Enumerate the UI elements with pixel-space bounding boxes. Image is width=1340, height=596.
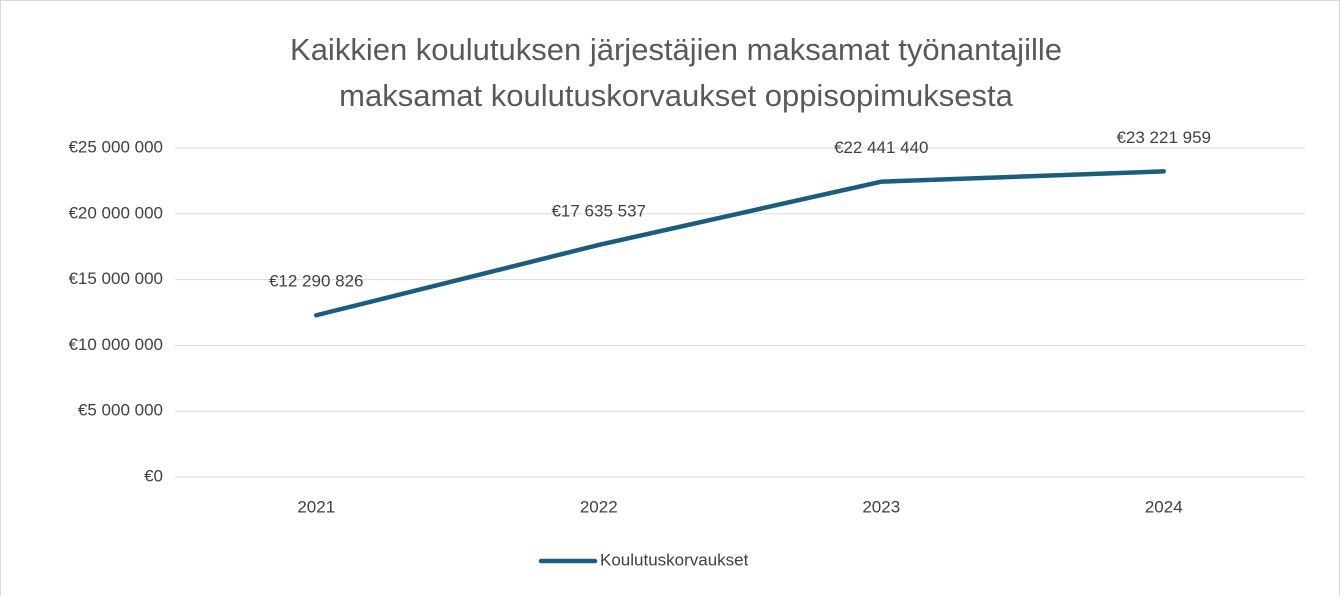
y-tick-label: €0: [144, 466, 163, 485]
data-label: €12 290 826: [269, 272, 364, 291]
y-tick-label: €10 000 000: [68, 335, 163, 354]
legend-label: Koulutuskorvaukset: [600, 550, 749, 569]
data-label: €17 635 537: [551, 201, 646, 220]
y-tick-label: €5 000 000: [78, 401, 163, 420]
data-label: €23 221 959: [1116, 128, 1211, 147]
y-tick-label: €20 000 000: [68, 203, 163, 222]
x-tick-label: 2021: [297, 497, 335, 516]
y-tick-label: €15 000 000: [68, 269, 163, 288]
data-line: [314, 169, 1166, 318]
data-label: €22 441 440: [834, 138, 929, 157]
chart-title: maksamat koulutuskorvaukset oppisopimuks…: [339, 78, 1013, 113]
x-tick-label: 2023: [862, 497, 900, 516]
x-tick-label: 2024: [1145, 497, 1183, 516]
y-tick-label: €25 000 000: [68, 137, 163, 156]
x-tick-label: 2022: [580, 497, 618, 516]
chart-title: Kaikkien koulutuksen järjestäjien maksam…: [290, 32, 1062, 67]
